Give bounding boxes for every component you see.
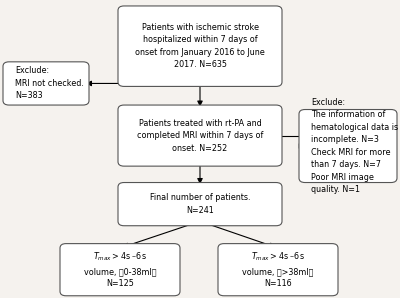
Text: Exclude:
The information of
hematological data is
incomplete. N=3
Check MRI for : Exclude: The information of hematologica…: [311, 98, 398, 194]
FancyBboxPatch shape: [3, 62, 89, 105]
FancyBboxPatch shape: [218, 244, 338, 296]
FancyBboxPatch shape: [60, 244, 180, 296]
FancyBboxPatch shape: [118, 105, 282, 166]
Text: Exclude:
MRI not checked.
N=383: Exclude: MRI not checked. N=383: [15, 66, 84, 100]
FancyBboxPatch shape: [299, 109, 397, 182]
Text: Patients treated with rt-PA and
completed MRI within 7 days of
onset. N=252: Patients treated with rt-PA and complete…: [137, 119, 263, 153]
Text: Patients with ischemic stroke
hospitalized within 7 days of
onset from January 2: Patients with ischemic stroke hospitaliz…: [135, 23, 265, 69]
Text: $T_{max}$$>$4s –6s
volume, （>38ml）
N=116: $T_{max}$$>$4s –6s volume, （>38ml） N=116: [242, 251, 314, 288]
Text: Final number of patients.
N=241: Final number of patients. N=241: [150, 193, 250, 215]
Text: $T_{max}$$>$4s –6s
volume, （0-38ml）
N=125: $T_{max}$$>$4s –6s volume, （0-38ml） N=12…: [84, 251, 156, 288]
FancyBboxPatch shape: [118, 6, 282, 86]
FancyBboxPatch shape: [118, 182, 282, 226]
